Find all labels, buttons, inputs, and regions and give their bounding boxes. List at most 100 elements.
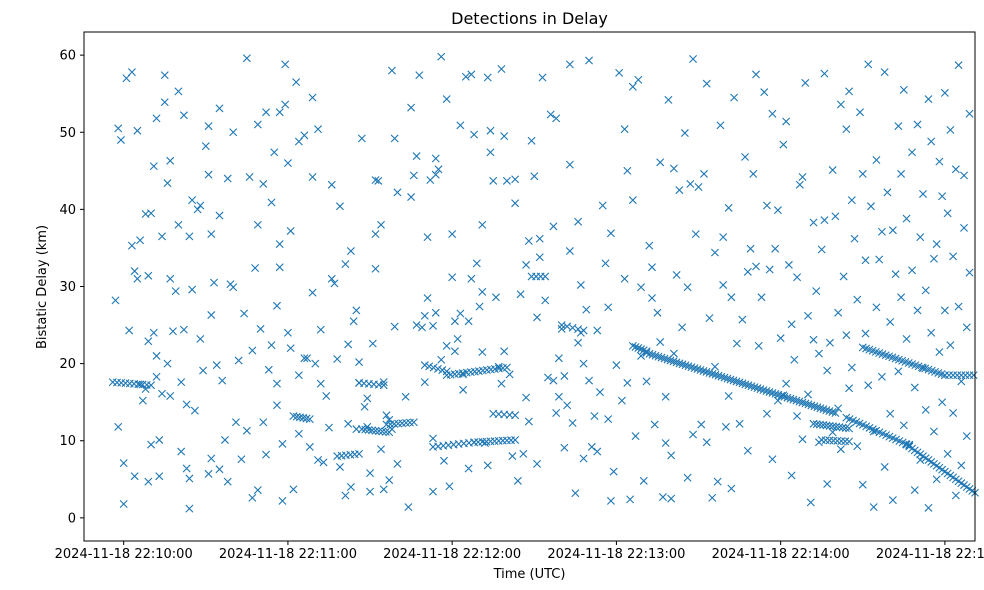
- detection-marker: [133, 126, 142, 135]
- detection-marker: [461, 72, 470, 81]
- detection-marker: [491, 293, 500, 302]
- detection-marker: [744, 381, 753, 390]
- detection-marker: [877, 372, 886, 381]
- detection-marker: [530, 172, 539, 181]
- detection-marker: [371, 264, 380, 273]
- x-axis-label: Time (UTC): [493, 567, 566, 582]
- detection-marker: [294, 429, 303, 438]
- detection-marker: [910, 486, 919, 495]
- detection-marker: [377, 220, 385, 229]
- detection-marker: [571, 489, 580, 498]
- detection-marker: [363, 394, 372, 403]
- detection-marker: [762, 201, 771, 210]
- detection-marker: [831, 212, 840, 221]
- detection-marker: [816, 404, 825, 413]
- detection-marker: [747, 382, 756, 391]
- detection-marker: [450, 317, 459, 326]
- detection-marker: [174, 87, 183, 96]
- detection-marker: [667, 494, 676, 503]
- detection-marker: [609, 467, 618, 476]
- detection-marker: [648, 263, 656, 272]
- detection-marker: [693, 365, 702, 374]
- detection-marker: [251, 264, 260, 272]
- detection-marker: [576, 280, 585, 289]
- detection-marker: [303, 354, 312, 363]
- detection-marker: [267, 341, 276, 350]
- detection-marker: [660, 354, 669, 363]
- detection-marker: [538, 73, 547, 82]
- detection-marker: [450, 347, 459, 356]
- detection-marker: [905, 440, 914, 449]
- detection-marker: [689, 430, 698, 439]
- detection-marker: [694, 183, 703, 192]
- detection-marker: [409, 171, 418, 180]
- detection-marker: [943, 209, 952, 218]
- detection-marker: [439, 456, 448, 465]
- detection-marker: [783, 393, 792, 402]
- detection-marker: [667, 451, 676, 460]
- detection-marker: [253, 220, 262, 229]
- detection-marker: [341, 491, 350, 500]
- detection-marker: [494, 362, 503, 371]
- detection-marker: [199, 366, 208, 375]
- detection-marker: [664, 95, 673, 104]
- detection-marker: [807, 401, 816, 410]
- detection-marker: [119, 499, 128, 508]
- detection-marker: [459, 370, 468, 379]
- detection-marker: [606, 496, 615, 505]
- detection-marker: [420, 311, 429, 320]
- detection-marker: [921, 405, 930, 414]
- detection-marker: [822, 406, 831, 415]
- detection-marker: [294, 371, 303, 380]
- detection-marker: [292, 78, 301, 87]
- detection-marker: [576, 328, 585, 337]
- detection-marker: [899, 85, 908, 94]
- detection-marker: [152, 351, 161, 360]
- detection-marker: [467, 70, 476, 79]
- detection-marker: [278, 439, 287, 448]
- detection-marker: [415, 71, 424, 80]
- detection-marker: [924, 503, 933, 512]
- detection-marker: [445, 482, 454, 491]
- detection-marker: [431, 170, 440, 179]
- detection-marker: [598, 201, 607, 210]
- detection-marker: [429, 363, 438, 372]
- detection-marker: [820, 216, 829, 225]
- detection-marker: [820, 69, 829, 78]
- detection-marker: [965, 109, 974, 118]
- detection-marker: [757, 293, 766, 302]
- detection-marker: [699, 366, 708, 375]
- detection-marker: [420, 378, 429, 387]
- detection-marker: [894, 122, 903, 131]
- detection-marker: [245, 172, 254, 181]
- detection-marker: [724, 392, 733, 401]
- detection-marker: [278, 496, 287, 505]
- detection-marker: [845, 384, 854, 393]
- detection-marker: [467, 274, 476, 283]
- detection-marker: [272, 301, 281, 310]
- detection-marker: [155, 472, 164, 481]
- detection-marker: [606, 229, 615, 238]
- detection-marker: [828, 166, 837, 175]
- detection-marker: [908, 266, 917, 275]
- detection-marker: [617, 396, 626, 405]
- detection-marker: [333, 355, 342, 363]
- detection-marker: [385, 415, 394, 424]
- detection-marker: [787, 320, 796, 329]
- detection-marker: [363, 422, 372, 431]
- detection-marker: [779, 391, 788, 400]
- x-axis-ticks: 2024-11-18 22:10:00 2024-11-18 22:11:00 20…: [55, 541, 984, 562]
- detection-marker: [513, 476, 522, 485]
- detection-marker: [883, 188, 892, 197]
- detection-marker: [866, 202, 875, 211]
- detection-marker: [283, 328, 292, 337]
- detection-marker: [158, 232, 167, 241]
- detection-marker: [207, 230, 216, 239]
- detection-marker: [429, 434, 437, 443]
- detection-marker: [179, 111, 188, 120]
- detection-marker: [795, 397, 804, 406]
- detection-marker: [552, 114, 561, 123]
- detection-marker: [951, 491, 960, 500]
- detection-marker: [144, 271, 153, 280]
- detection-marker: [119, 459, 128, 468]
